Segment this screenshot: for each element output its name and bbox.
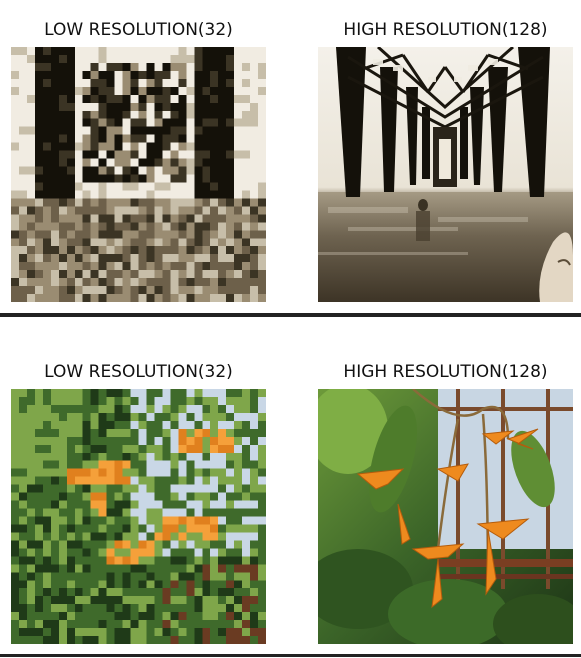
- low-resolution-title: LOW RESOLUTION(32): [11, 20, 266, 40]
- orchid-low-resolution-image: [11, 389, 266, 644]
- low-resolution-title: LOW RESOLUTION(32): [11, 362, 266, 382]
- high-resolution-title: HIGH RESOLUTION(128): [318, 362, 573, 382]
- bridge-high-resolution-image: [318, 47, 573, 302]
- high-resolution-title: HIGH RESOLUTION(128): [318, 20, 573, 40]
- comparison-panel-bridge: LOW RESOLUTION(32) HIGH RESOLUTION(128): [0, 0, 581, 316]
- orchid-high-resolution-image: [318, 389, 573, 644]
- bridge-low-resolution-image: [11, 47, 266, 302]
- bottom-border: [0, 654, 581, 657]
- comparison-panel-orchid: LOW RESOLUTION(32) HIGH RESOLUTION(128): [0, 342, 581, 658]
- panel-divider: [0, 313, 581, 317]
